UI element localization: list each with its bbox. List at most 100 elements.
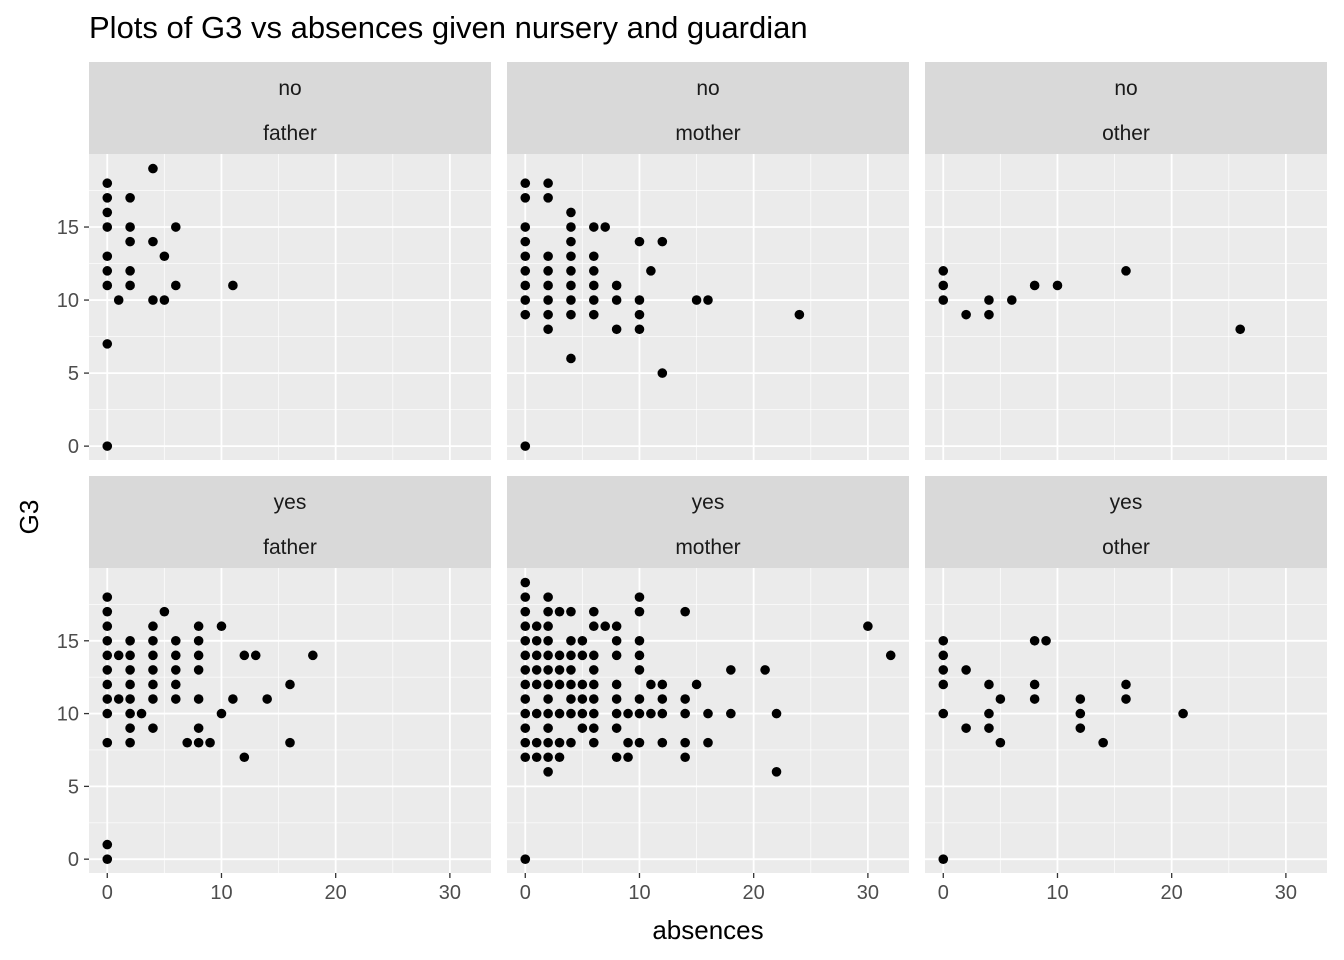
data-point <box>148 650 158 661</box>
data-point <box>1121 694 1131 704</box>
data-point <box>984 309 994 320</box>
facet-panel-no-mother: no mother <box>507 62 909 460</box>
plot-background <box>89 568 491 873</box>
data-point <box>611 679 622 690</box>
data-point <box>102 266 113 276</box>
data-point <box>125 280 135 291</box>
data-point <box>1029 280 1040 291</box>
data-point <box>125 737 135 748</box>
data-point <box>520 650 531 661</box>
x-tick-label: 0 <box>938 882 949 904</box>
data-point <box>170 635 181 646</box>
data-point <box>308 650 318 661</box>
data-point <box>1075 723 1086 733</box>
data-point <box>984 723 994 733</box>
data-point <box>520 280 531 291</box>
data-point <box>125 193 135 203</box>
data-point <box>554 606 565 617</box>
data-point <box>1029 694 1040 704</box>
data-point <box>148 679 158 690</box>
data-point <box>520 266 531 276</box>
strip-label-nursery: yes <box>1110 491 1143 514</box>
data-point <box>646 708 656 719</box>
data-point <box>566 266 576 276</box>
y-tick-label: 5 <box>68 776 79 798</box>
facet-strip <box>925 476 1327 568</box>
data-point <box>611 650 622 661</box>
data-point <box>520 694 531 704</box>
data-point <box>170 665 181 675</box>
data-point <box>794 309 805 320</box>
data-point <box>657 236 668 247</box>
data-point <box>634 606 645 617</box>
data-point <box>995 694 1006 704</box>
y-tick-label: 15 <box>57 631 79 653</box>
data-point <box>657 679 668 690</box>
data-point <box>125 635 135 646</box>
data-point <box>703 737 713 748</box>
data-point <box>520 708 531 719</box>
data-point <box>1006 295 1017 305</box>
data-point <box>543 592 553 602</box>
y-tick-label: 10 <box>57 704 79 726</box>
data-point <box>531 752 542 763</box>
data-point <box>520 251 531 262</box>
data-point <box>566 679 576 690</box>
data-point <box>634 592 645 602</box>
data-point <box>588 621 599 632</box>
data-point <box>566 353 576 364</box>
data-point <box>250 650 261 661</box>
data-point <box>102 839 113 850</box>
data-point <box>102 207 113 218</box>
data-point <box>531 679 542 690</box>
data-point <box>1075 694 1086 704</box>
data-point <box>102 854 113 864</box>
data-point <box>1121 679 1131 690</box>
data-point <box>102 251 113 262</box>
data-point <box>600 621 611 632</box>
data-point <box>703 295 713 305</box>
data-point <box>726 665 736 675</box>
data-point <box>1098 737 1108 748</box>
data-point <box>125 723 135 733</box>
data-point <box>634 650 645 661</box>
data-point <box>102 222 113 232</box>
data-point <box>531 635 542 646</box>
data-point <box>588 694 599 704</box>
x-tick-label: 10 <box>1046 882 1068 904</box>
data-point <box>984 708 994 719</box>
x-tick-label: 0 <box>102 882 113 904</box>
data-point <box>634 324 645 335</box>
y-tick-label: 0 <box>68 436 79 458</box>
data-point <box>646 266 656 276</box>
data-point <box>611 621 622 632</box>
facet-strip <box>507 476 909 568</box>
data-point <box>102 694 113 704</box>
data-point <box>961 723 971 733</box>
strip-label-guardian: father <box>263 122 317 145</box>
data-point <box>193 665 204 675</box>
data-point <box>125 222 135 232</box>
data-point <box>1075 708 1086 719</box>
data-point <box>125 266 135 276</box>
data-point <box>566 708 576 719</box>
data-point <box>193 635 204 646</box>
plot-background <box>925 568 1327 873</box>
data-point <box>611 694 622 704</box>
data-point <box>863 621 873 632</box>
facet-panel-yes-mother: yes mother 0 10 20 30 <box>507 476 909 904</box>
data-point <box>885 650 896 661</box>
data-point <box>520 441 531 451</box>
data-point <box>543 708 553 719</box>
data-point <box>228 694 238 704</box>
data-point <box>520 737 531 748</box>
data-point <box>577 679 588 690</box>
data-point <box>102 708 113 719</box>
data-point <box>531 650 542 661</box>
data-point <box>1029 635 1040 646</box>
data-point <box>262 694 272 704</box>
data-point <box>148 236 158 247</box>
data-point <box>938 854 949 864</box>
data-point <box>113 694 124 704</box>
data-point <box>148 621 158 632</box>
